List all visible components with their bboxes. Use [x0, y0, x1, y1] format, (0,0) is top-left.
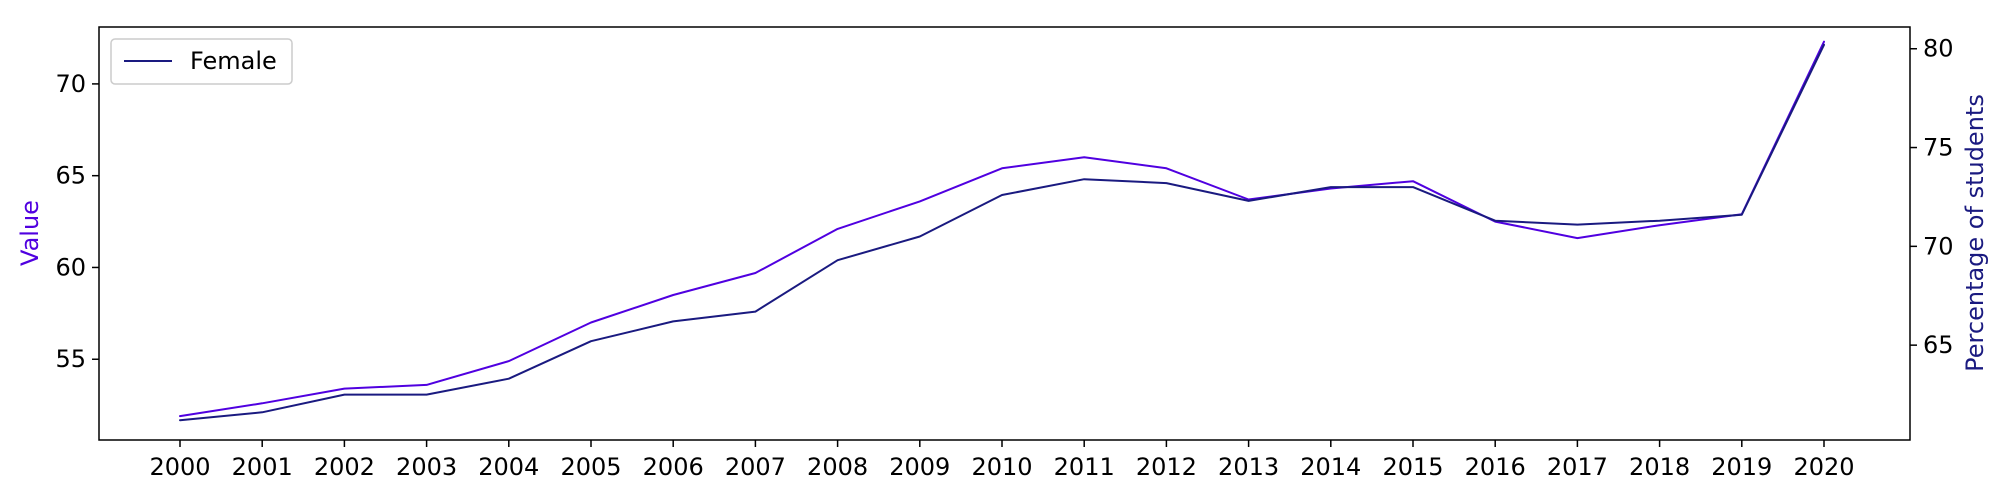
plot-area [98, 26, 1911, 441]
y-right-tick-label: 75 [1923, 134, 1954, 162]
x-tick-label: 2018 [1629, 453, 1690, 481]
y-axis-right: 65 70 75 80 [1910, 35, 1954, 359]
x-tick-label: 2006 [643, 453, 704, 481]
x-tick-label: 2020 [1793, 453, 1854, 481]
legend: Female [110, 38, 293, 85]
x-tick-label: 2007 [725, 453, 786, 481]
x-tick-label: 2016 [1465, 453, 1526, 481]
legend-box [110, 38, 293, 85]
series-line-female [179, 43, 1825, 422]
x-tick-label: 2019 [1711, 453, 1772, 481]
x-tick-label: 2015 [1382, 453, 1443, 481]
x-tick-label: 2009 [889, 453, 950, 481]
y-right-tick-label: 65 [1923, 331, 1954, 359]
x-tick-label: 2000 [149, 453, 210, 481]
y-right-tick-label: 80 [1923, 35, 1954, 63]
y-left-tick-label: 65 [55, 162, 86, 190]
y-left-tick-label: 70 [55, 70, 86, 98]
x-tick-label: 2001 [232, 453, 293, 481]
x-tick-label: 2010 [971, 453, 1032, 481]
plot-frame [98, 26, 1911, 441]
x-axis: 2000 2001 2002 2003 2004 2005 2006 2007 2008 2009… [149, 440, 1855, 481]
y-right-tick-label: 70 [1923, 232, 1954, 260]
x-tick-label: 2017 [1547, 453, 1608, 481]
y-left-tick-label: 55 [55, 345, 86, 373]
x-tick-label: 2012 [1136, 453, 1197, 481]
x-tick-label: 2011 [1054, 453, 1115, 481]
x-tick-label: 2014 [1300, 453, 1361, 481]
x-tick-label: 2008 [807, 453, 868, 481]
series-line-value [179, 40, 1825, 418]
series-layer [179, 40, 1825, 422]
y-left-tick-label: 60 [55, 253, 86, 281]
x-tick-label: 2005 [560, 453, 621, 481]
x-tick-label: 2002 [314, 453, 375, 481]
x-tick-label: 2003 [396, 453, 457, 481]
x-tick-label: 2004 [478, 453, 539, 481]
right-axis-label: Percentage of students [1961, 94, 1989, 372]
y-axis-left: 55 60 65 70 [55, 70, 99, 373]
x-tick-label: 2013 [1218, 453, 1279, 481]
legend-label-female: Female [190, 47, 277, 75]
left-axis-label: Value [16, 200, 44, 266]
